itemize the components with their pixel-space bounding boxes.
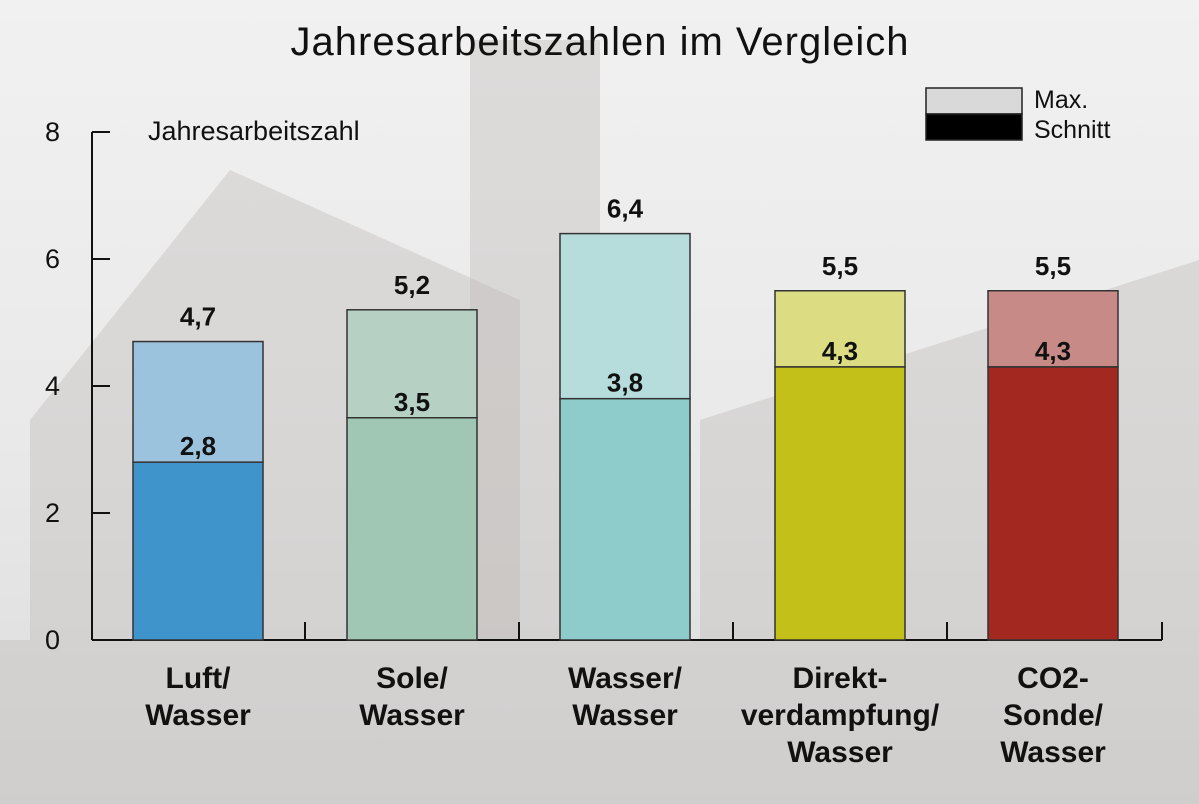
y-tick-label: 0	[45, 625, 60, 655]
legend-swatch-max	[925, 87, 1023, 115]
bar-max-segment	[559, 232, 691, 400]
category-label: Sole/	[376, 662, 448, 695]
bar-max-segment	[346, 309, 478, 419]
axes: 0 2 4 6 8	[45, 117, 1163, 655]
bars	[132, 232, 1119, 641]
value-label-max: 5,2	[394, 270, 430, 300]
y-tick-label: 4	[45, 371, 60, 401]
bar-avg-segment	[559, 397, 691, 641]
category-label: Wasser	[572, 699, 678, 732]
category-label: Wasser	[359, 699, 465, 732]
value-labels: 4,7 2,8 5,2 3,5 6,4 3,8 5,5 4,3 5,5 4,3	[180, 194, 1071, 462]
bar-avg-segment	[774, 366, 906, 641]
legend-label-avg: Schnitt	[1034, 116, 1110, 144]
category-label: Sonde/	[1003, 699, 1104, 732]
bar-avg-segment	[132, 461, 264, 641]
legend-label-max: Max.	[1034, 86, 1088, 114]
value-label-avg: 4,3	[1035, 336, 1071, 366]
value-label-avg: 2,8	[180, 431, 216, 461]
y-tick-label: 8	[45, 117, 60, 147]
legend-swatch-avg	[925, 113, 1023, 141]
value-label-avg: 3,8	[607, 368, 643, 398]
value-label-max: 5,5	[822, 251, 858, 281]
value-label-max: 4,7	[180, 302, 216, 332]
bar-avg-segment	[346, 417, 478, 641]
category-label: Luft/	[166, 662, 232, 695]
y-tick-label: 6	[45, 244, 60, 274]
category-label: Wasser	[787, 736, 893, 769]
category-label: Wasser	[145, 699, 251, 732]
value-label-max: 5,5	[1035, 251, 1071, 281]
value-label-max: 6,4	[607, 194, 644, 224]
value-label-avg: 3,5	[394, 387, 430, 417]
category-label: verdampfung/	[741, 699, 940, 732]
value-label-avg: 4,3	[822, 336, 858, 366]
category-labels: Luft/Wasser Sole/Wasser Wasser/Wasser Direk…	[145, 662, 1106, 769]
legend: Max. Schnitt	[925, 86, 1110, 144]
y-tick-label: 2	[45, 498, 60, 528]
y-axis-label: Jahresarbeitszahl	[148, 116, 360, 146]
category-label: Wasser/	[568, 662, 683, 695]
category-label: CO2-	[1017, 662, 1089, 695]
category-label: Direkt-	[792, 662, 887, 695]
bar-avg-segment	[987, 366, 1119, 641]
bar-max-segment	[774, 290, 906, 368]
chart-title: Jahresarbeitszahlen im Vergleich	[291, 20, 910, 64]
category-label: Wasser	[1000, 736, 1106, 769]
